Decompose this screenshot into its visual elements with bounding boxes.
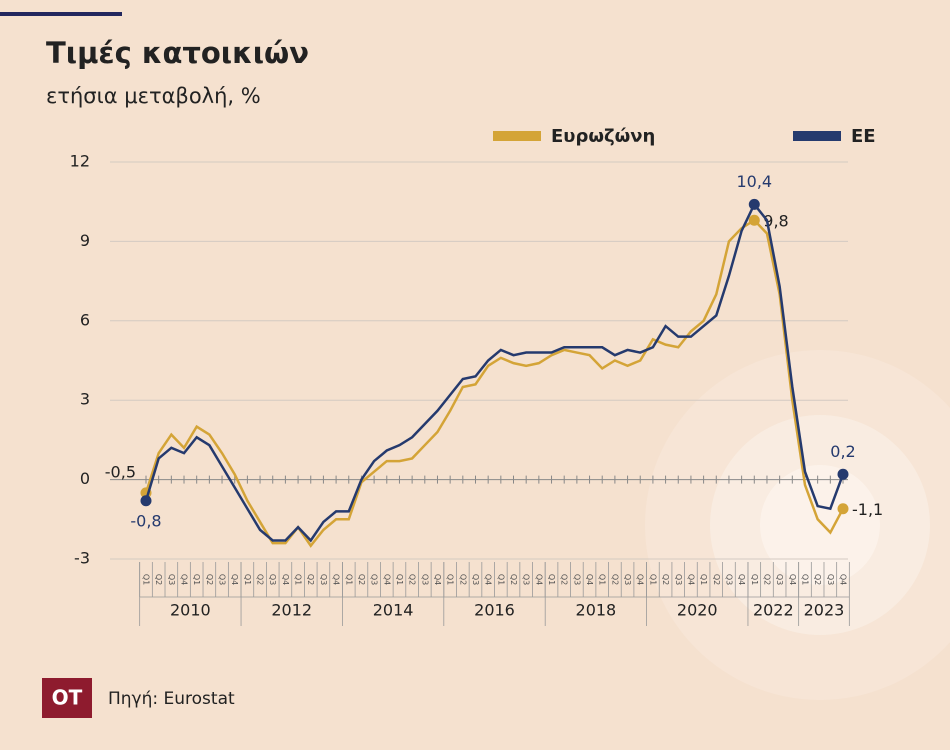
x-tick-label: Q4: [433, 574, 442, 585]
y-tick-label: 0: [80, 469, 90, 488]
year-label: 2023: [804, 601, 845, 620]
x-tick-label: Q2: [357, 574, 366, 585]
decoration: [760, 465, 880, 585]
data-label: -1,1: [852, 500, 883, 519]
x-tick-label: Q4: [180, 574, 189, 585]
x-tick-label: Q1: [800, 574, 809, 585]
x-tick-label: Q3: [724, 574, 733, 585]
x-tick-label: Q4: [686, 574, 695, 585]
x-tick-label: Q4: [636, 574, 645, 585]
year-label: 2010: [170, 601, 211, 620]
x-tick-label: Q1: [446, 574, 455, 585]
data-label: 9,8: [763, 212, 788, 231]
x-tick-label: Q4: [484, 574, 493, 585]
x-tick-label: Q4: [585, 574, 594, 585]
y-tick-label: 3: [80, 390, 90, 409]
x-tick-label: Q1: [395, 574, 404, 585]
x-tick-label: Q4: [332, 574, 341, 585]
x-tick-label: Q1: [496, 574, 505, 585]
x-tick-label: Q2: [154, 574, 163, 585]
year-label: 2020: [677, 601, 718, 620]
data-point: [748, 198, 760, 210]
y-tick-label: 12: [70, 152, 90, 171]
x-tick-label: Q3: [826, 574, 835, 585]
x-tick-label: Q2: [661, 574, 670, 585]
x-tick-label: Q3: [167, 574, 176, 585]
data-point: [837, 503, 849, 515]
y-tick-label: 9: [80, 231, 90, 250]
x-tick-label: Q1: [294, 574, 303, 585]
source: Πηγή: Eurostat: [108, 689, 235, 709]
data-label: 10,4: [736, 172, 772, 191]
x-tick-label: Q2: [408, 574, 417, 585]
x-tick-label: Q3: [522, 574, 531, 585]
x-tick-label: Q2: [458, 574, 467, 585]
year-label: 2022: [753, 601, 794, 620]
chart-title: Τιμές κατοικιών: [46, 36, 309, 70]
x-tick-label: Q3: [471, 574, 480, 585]
data-label: -0,8: [130, 511, 161, 530]
x-tick-label: Q1: [192, 574, 201, 585]
series-line: [144, 202, 845, 543]
x-tick-label: Q3: [674, 574, 683, 585]
data-point: [837, 468, 849, 480]
x-tick-label: Q1: [547, 574, 556, 585]
year-label: 2018: [576, 601, 617, 620]
x-tick-label: Q3: [572, 574, 581, 585]
x-tick-label: Q1: [344, 574, 353, 585]
x-tick-label: Q1: [598, 574, 607, 585]
top-bar: [0, 12, 122, 16]
x-tick-label: Q1: [699, 574, 708, 585]
x-tick-label: Q1: [142, 574, 151, 585]
logo-box: [42, 678, 92, 718]
legend-label: Ευρωζώνη: [551, 126, 655, 147]
chart-subtitle: ετήσια μεταβολή, %: [46, 84, 261, 108]
x-tick-label: Q4: [382, 574, 391, 585]
data-label: 0,2: [830, 442, 855, 461]
x-tick-label: Q2: [762, 574, 771, 585]
x-tick-label: Q2: [610, 574, 619, 585]
x-tick-label: Q2: [712, 574, 721, 585]
y-tick-label: 6: [80, 310, 90, 329]
year-label: 2012: [271, 601, 312, 620]
x-tick-label: Q4: [737, 574, 746, 585]
legend-swatch: [793, 131, 841, 141]
x-tick-label: Q3: [420, 574, 429, 585]
x-tick-label: Q4: [788, 574, 797, 585]
y-tick-label: -3: [74, 549, 90, 568]
legend-label: ΕΕ: [851, 126, 876, 147]
x-tick-label: Q3: [623, 574, 632, 585]
x-tick-label: Q2: [306, 574, 315, 585]
x-tick-label: Q1: [648, 574, 657, 585]
x-tick-label: Q1: [243, 574, 252, 585]
x-tick-label: Q4: [839, 574, 848, 585]
series-line: [144, 218, 845, 548]
x-tick-label: Q4: [230, 574, 239, 585]
x-tick-label: Q2: [205, 574, 214, 585]
x-tick-label: Q3: [775, 574, 784, 585]
legend-swatch: [493, 131, 541, 141]
x-tick-label: Q3: [319, 574, 328, 585]
x-tick-label: Q2: [509, 574, 518, 585]
data-label: -0,5: [105, 462, 136, 481]
year-label: 2014: [373, 601, 414, 620]
x-tick-label: Q4: [281, 574, 290, 585]
year-label: 2016: [474, 601, 515, 620]
x-tick-label: Q3: [370, 574, 379, 585]
data-point: [140, 495, 152, 507]
x-tick-label: Q3: [268, 574, 277, 585]
x-tick-label: Q2: [256, 574, 265, 585]
logo: OT: [52, 686, 83, 710]
x-tick-label: Q3: [218, 574, 227, 585]
data-point: [748, 214, 760, 226]
x-tick-label: Q2: [813, 574, 822, 585]
x-tick-label: Q2: [560, 574, 569, 585]
x-tick-label: Q1: [750, 574, 759, 585]
x-tick-label: Q4: [534, 574, 543, 585]
